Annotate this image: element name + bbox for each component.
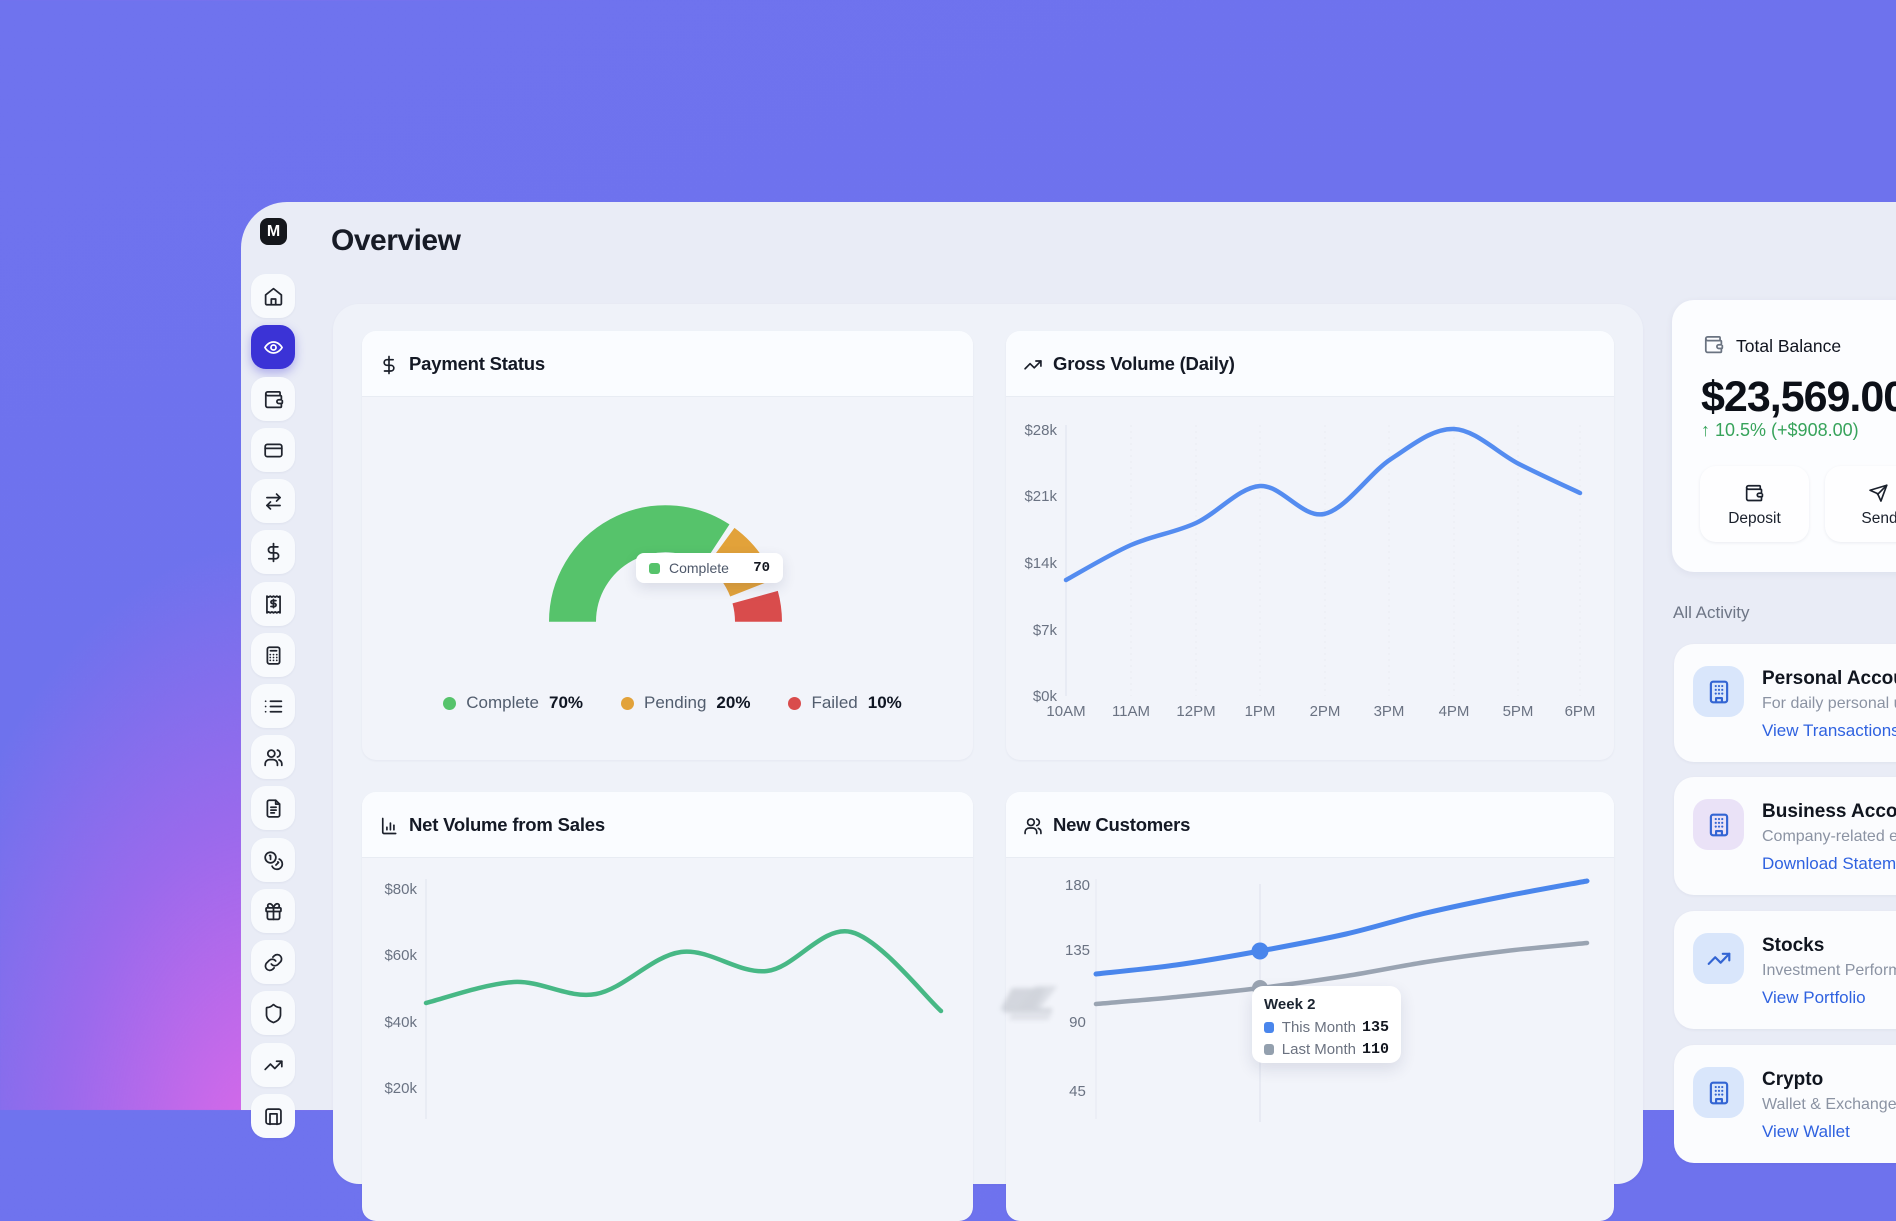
svg-text:3PM: 3PM — [1374, 703, 1405, 720]
svg-text:6PM: 6PM — [1565, 703, 1596, 720]
svg-text:$14k: $14k — [1024, 555, 1057, 572]
svg-text:2PM: 2PM — [1310, 703, 1341, 720]
svg-text:$0k: $0k — [1033, 688, 1058, 705]
svg-text:45: 45 — [1069, 1083, 1086, 1100]
svg-text:5PM: 5PM — [1503, 703, 1534, 720]
svg-text:$20k: $20k — [384, 1080, 417, 1097]
svg-text:$21k: $21k — [1024, 488, 1057, 505]
svg-text:$80k: $80k — [384, 881, 417, 898]
svg-text:11AM: 11AM — [1112, 703, 1150, 720]
svg-text:12PM: 12PM — [1176, 703, 1215, 720]
svg-text:$40k: $40k — [384, 1014, 417, 1031]
svg-text:4PM: 4PM — [1439, 703, 1470, 720]
svg-text:$7k: $7k — [1033, 622, 1058, 639]
svg-text:$28k: $28k — [1024, 422, 1057, 439]
svg-text:135: 135 — [1065, 942, 1090, 959]
svg-text:180: 180 — [1065, 877, 1090, 894]
svg-text:1PM: 1PM — [1245, 703, 1276, 720]
svg-text:$60k: $60k — [384, 947, 417, 964]
svg-text:90: 90 — [1069, 1014, 1086, 1031]
svg-text:10AM: 10AM — [1046, 703, 1085, 720]
